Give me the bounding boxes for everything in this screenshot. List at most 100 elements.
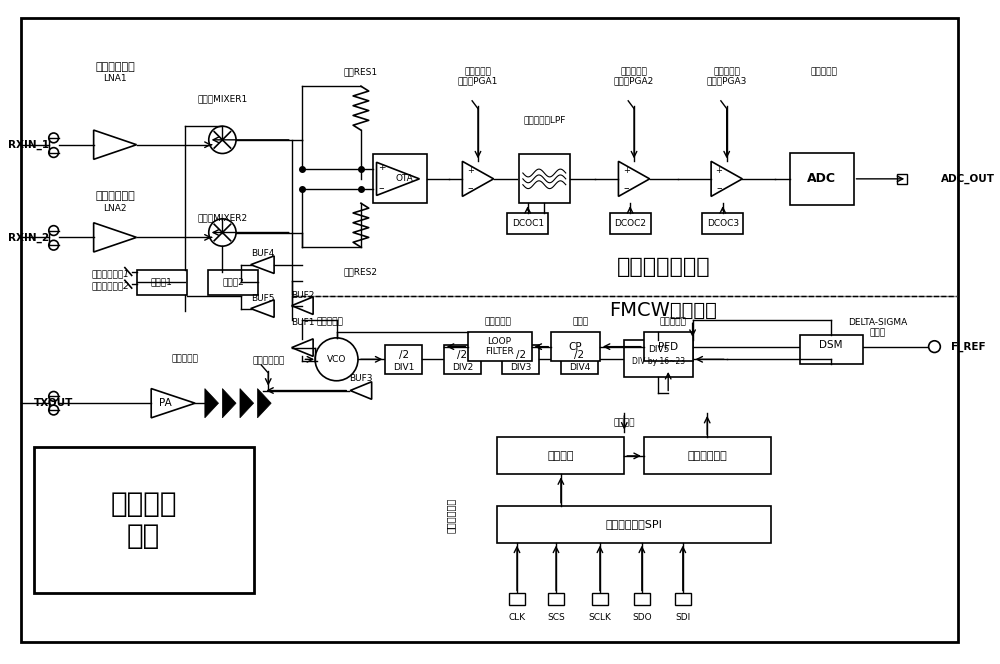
Text: BUF2: BUF2 xyxy=(291,291,314,300)
Text: PFD: PFD xyxy=(658,342,678,352)
Bar xyxy=(634,594,650,605)
Text: 低噪声放大器: 低噪声放大器 xyxy=(95,62,135,72)
Text: 功率放大器: 功率放大器 xyxy=(172,355,199,364)
Text: DCOC3: DCOC3 xyxy=(707,219,739,228)
Text: 两单元接收模块: 两单元接收模块 xyxy=(616,257,710,277)
Text: DCOC2: DCOC2 xyxy=(614,219,646,228)
Text: BUF4: BUF4 xyxy=(251,250,274,258)
Bar xyxy=(497,438,624,474)
Text: LNA1: LNA1 xyxy=(103,74,127,83)
Text: /2: /2 xyxy=(399,351,409,361)
Text: DIV2: DIV2 xyxy=(452,363,473,372)
Text: 可编程增益: 可编程增益 xyxy=(621,67,647,76)
Text: +: + xyxy=(715,165,722,175)
Text: 放大器PGA1: 放大器PGA1 xyxy=(458,77,498,86)
Text: PA: PA xyxy=(159,398,172,408)
Text: SCS: SCS xyxy=(547,614,565,622)
Bar xyxy=(548,594,564,605)
Text: 模数转换器: 模数转换器 xyxy=(811,67,838,76)
Text: ADC_OUT: ADC_OUT xyxy=(941,174,995,184)
Text: 功率控制信号: 功率控制信号 xyxy=(252,357,284,366)
Text: CLK: CLK xyxy=(508,614,526,622)
Polygon shape xyxy=(205,388,219,418)
Bar xyxy=(624,340,693,377)
Bar xyxy=(385,345,422,374)
Text: LNA2: LNA2 xyxy=(103,204,127,212)
Text: 三角波发生器: 三角波发生器 xyxy=(687,451,727,461)
Text: 放大器PGA3: 放大器PGA3 xyxy=(707,77,747,86)
Text: 移相控制信号2: 移相控制信号2 xyxy=(92,282,130,291)
Bar xyxy=(293,296,948,413)
Text: 偏置产生
模块: 偏置产生 模块 xyxy=(110,490,177,550)
Bar xyxy=(137,270,187,295)
Text: /2: /2 xyxy=(574,351,584,361)
Text: 移相器2: 移相器2 xyxy=(222,278,244,287)
Text: 环路滤波器: 环路滤波器 xyxy=(484,318,511,327)
Bar xyxy=(444,413,863,618)
Bar xyxy=(702,213,743,234)
Bar xyxy=(592,594,608,605)
Bar xyxy=(293,33,948,298)
Bar xyxy=(444,345,481,374)
Text: 混频器MIXER1: 混频器MIXER1 xyxy=(197,94,248,104)
Bar xyxy=(34,447,254,594)
Bar xyxy=(373,155,427,203)
Bar xyxy=(644,332,693,361)
Text: RXIN_1: RXIN_1 xyxy=(8,139,49,150)
Text: 电阻RES1: 电阻RES1 xyxy=(344,67,378,76)
Bar xyxy=(502,345,539,374)
Text: SDI: SDI xyxy=(675,614,690,622)
Text: FMCW发射模块: FMCW发射模块 xyxy=(609,301,717,320)
Text: BUF1: BUF1 xyxy=(291,318,314,327)
Text: TXOUT: TXOUT xyxy=(34,398,74,408)
Text: DIV by 16~23: DIV by 16~23 xyxy=(632,357,685,366)
Bar xyxy=(790,153,854,205)
Text: SCLK: SCLK xyxy=(588,614,611,622)
Text: +: + xyxy=(467,165,474,175)
Text: SDO: SDO xyxy=(632,614,652,622)
Text: 电阻RES2: 电阻RES2 xyxy=(344,267,378,276)
Text: F_REF: F_REF xyxy=(951,341,986,352)
Text: 电荷泵: 电荷泵 xyxy=(572,318,588,327)
Bar xyxy=(507,213,548,234)
Text: 可编程增益: 可编程增益 xyxy=(465,67,491,76)
Bar xyxy=(644,438,771,474)
Bar xyxy=(675,594,691,605)
Bar xyxy=(610,213,651,234)
Text: –: – xyxy=(467,183,473,193)
Text: BUF5: BUF5 xyxy=(251,294,274,303)
Text: DIV4: DIV4 xyxy=(569,363,590,372)
Bar xyxy=(468,332,532,361)
Text: +: + xyxy=(623,165,630,175)
Text: 移相控制信号1: 移相控制信号1 xyxy=(92,269,130,278)
Text: CP: CP xyxy=(569,342,582,352)
Text: 数字控制逻辑: 数字控制逻辑 xyxy=(446,498,456,533)
Bar xyxy=(509,594,525,605)
Bar xyxy=(561,345,598,374)
Text: 压控振荡器: 压控振荡器 xyxy=(316,318,343,327)
Bar xyxy=(519,155,570,203)
Bar xyxy=(897,174,907,184)
Polygon shape xyxy=(222,388,236,418)
Text: DIV5: DIV5 xyxy=(648,345,669,354)
Text: –: – xyxy=(379,183,384,193)
Text: 调制器: 调制器 xyxy=(870,329,886,337)
Text: ADC: ADC xyxy=(807,173,836,185)
Text: 低通滤波器LPF: 低通滤波器LPF xyxy=(523,116,565,125)
Text: 放大器PGA2: 放大器PGA2 xyxy=(614,77,654,86)
Text: +: + xyxy=(378,163,385,172)
Text: –: – xyxy=(623,183,629,193)
Polygon shape xyxy=(258,388,271,418)
Polygon shape xyxy=(240,388,254,418)
Bar xyxy=(208,270,258,295)
Text: DIV1: DIV1 xyxy=(393,363,415,372)
Text: 混频器MIXER2: 混频器MIXER2 xyxy=(197,213,247,222)
Text: 移相器1: 移相器1 xyxy=(151,278,173,287)
Text: 低噪声放大器: 低噪声放大器 xyxy=(95,191,135,201)
Text: 寄存器堆: 寄存器堆 xyxy=(548,451,574,461)
Text: DELTA-SIGMA: DELTA-SIGMA xyxy=(848,318,908,327)
Text: BUF3: BUF3 xyxy=(349,374,373,383)
Bar xyxy=(551,332,600,361)
Text: 鉴频鉴相器: 鉴频鉴相器 xyxy=(660,318,686,327)
Text: DSM: DSM xyxy=(819,340,843,350)
